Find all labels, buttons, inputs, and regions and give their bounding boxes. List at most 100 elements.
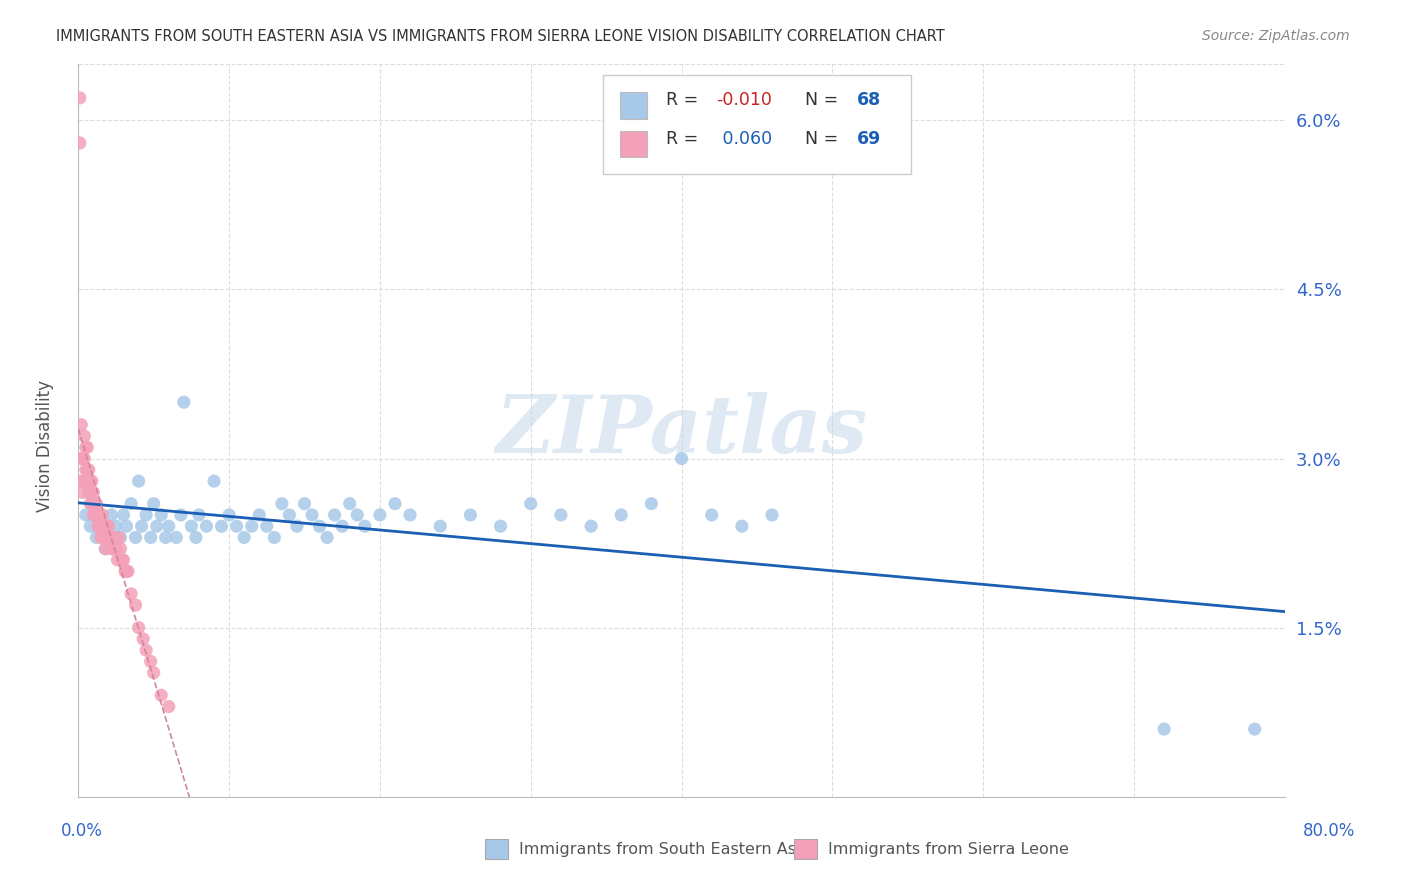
Point [80,474,103,488]
Point [86,531,108,545]
Point [353,519,375,533]
Point [73,474,96,488]
Point [103,541,125,556]
Point [139,655,162,669]
Point [98,531,121,545]
Point [77,474,100,488]
Point [86,508,108,522]
Point [225,519,247,533]
Point [120,497,142,511]
Point [131,519,153,533]
Point [150,508,173,522]
Point [278,508,301,522]
Point [240,519,263,533]
Point [73,451,96,466]
Point [75,440,97,454]
Point [82,485,104,500]
Text: N =: N = [804,91,844,109]
Point [330,519,353,533]
Text: Vision Disability: Vision Disability [37,380,53,512]
Point [323,508,346,522]
Point [270,497,292,511]
Point [90,519,112,533]
Point [86,497,108,511]
Point [399,508,422,522]
Point [97,519,120,533]
Point [104,519,127,533]
Point [218,508,240,522]
Point [671,451,693,466]
Point [107,553,129,567]
Point [93,519,115,533]
Point [89,519,111,533]
Point [384,497,406,511]
Point [100,508,122,522]
Point [70,417,93,432]
Text: Immigrants from Sierra Leone: Immigrants from Sierra Leone [828,842,1069,856]
Point [72,485,94,500]
Point [139,531,162,545]
Point [76,440,98,454]
Point [75,463,97,477]
Point [640,497,662,511]
Point [114,564,136,578]
Point [82,497,104,511]
Point [294,497,316,511]
Text: 80.0%: 80.0% [1302,822,1355,840]
Text: Immigrants from South Eastern Asia: Immigrants from South Eastern Asia [519,842,810,856]
Point [308,519,330,533]
Point [285,519,308,533]
Point [489,519,512,533]
Point [731,519,754,533]
Point [83,497,105,511]
Point [150,688,173,702]
FancyBboxPatch shape [620,131,647,158]
Point [79,485,101,500]
Point [97,531,120,545]
Point [87,508,110,522]
Point [80,497,103,511]
Point [73,429,96,443]
Text: 68: 68 [856,91,880,109]
Point [301,508,323,522]
Point [610,508,633,522]
Point [173,395,195,409]
Point [94,531,117,545]
Point [519,497,541,511]
Point [89,508,111,522]
Point [135,643,157,657]
Point [128,474,150,488]
Point [1243,722,1265,736]
Point [69,91,91,105]
Point [96,519,118,533]
Point [180,519,202,533]
Text: 0.060: 0.060 [717,130,772,148]
Point [72,451,94,466]
Point [550,508,572,522]
Point [101,531,124,545]
Point [87,519,110,533]
Point [100,541,122,556]
Point [76,474,98,488]
Point [195,519,218,533]
Text: 0.0%: 0.0% [60,822,103,840]
Point [104,541,127,556]
Point [124,531,146,545]
Point [135,508,157,522]
Point [211,519,233,533]
Point [72,474,94,488]
Point [77,463,100,477]
Point [132,632,155,646]
Point [79,497,101,511]
Point [112,553,135,567]
Point [70,474,93,488]
Point [115,564,138,578]
Point [96,531,118,545]
Point [94,541,117,556]
Point [111,553,134,567]
Point [79,474,101,488]
Point [429,519,451,533]
Point [75,508,97,522]
Point [115,519,138,533]
Point [91,531,114,545]
